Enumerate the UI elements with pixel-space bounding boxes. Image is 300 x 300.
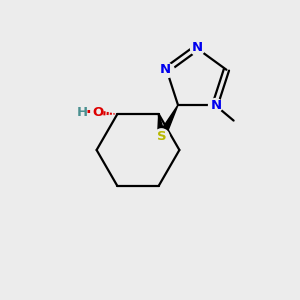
Text: H: H — [77, 106, 88, 119]
Text: S: S — [157, 130, 166, 143]
Text: N: N — [211, 99, 222, 112]
Polygon shape — [158, 114, 165, 137]
Text: ·: · — [86, 105, 91, 120]
Text: O: O — [93, 106, 104, 119]
Text: N: N — [160, 63, 171, 76]
Text: N: N — [192, 40, 203, 54]
Polygon shape — [158, 105, 178, 138]
